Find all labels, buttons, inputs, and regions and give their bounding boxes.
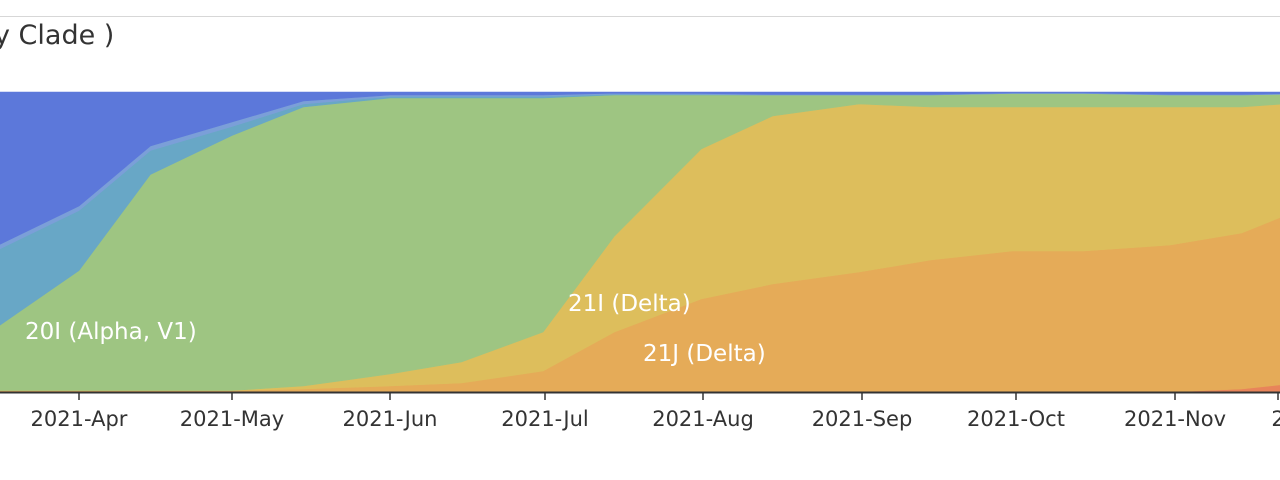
area-label-20i-alpha-v1: 20I (Alpha, V1) <box>25 319 197 345</box>
x-tick-label: 2021-Jun <box>342 407 437 431</box>
area-labels: 20I (Alpha, V1) 21I (Delta) 21J (Delta) <box>25 291 766 367</box>
x-axis: 2021-Apr 2021-May 2021-Jun 2021-Jul 2021-Aug… <box>0 391 1280 431</box>
top-divider <box>0 16 1280 17</box>
x-tick-label: 2021-Nov <box>1124 407 1226 431</box>
x-tick-label: 2021-Apr <box>31 407 128 431</box>
x-tick-label: 2021-Aug <box>652 407 754 431</box>
x-tick-label: 2021-Oct <box>967 407 1065 431</box>
area-other[interactable] <box>0 91 1280 248</box>
x-tick-label: 2021-May <box>180 407 284 431</box>
x-tick-label: 2 <box>1271 407 1280 431</box>
area-label-21j-delta: 21J (Delta) <box>643 341 766 367</box>
area-label-21i-delta: 21I (Delta) <box>568 291 691 317</box>
chart-title: y Clade ) <box>0 20 115 51</box>
area-layers <box>0 91 1280 393</box>
x-tick-label: 2021-Sep <box>812 407 913 431</box>
x-tick-label: 2021-Jul <box>501 407 589 431</box>
